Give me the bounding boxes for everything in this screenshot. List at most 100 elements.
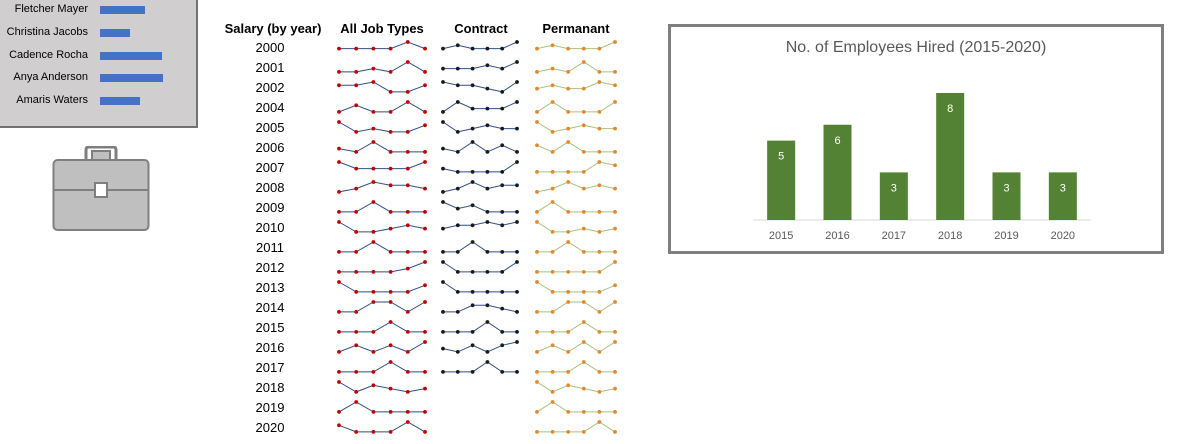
sparkline-point (597, 250, 602, 254)
sparkline-point (455, 206, 460, 211)
sparkline-point (405, 100, 410, 104)
sparkline-point (535, 170, 539, 174)
year-label: 2016 (255, 340, 285, 355)
sparkline-point (388, 166, 393, 171)
year-label: 2018 (255, 380, 285, 395)
sparkline-point (485, 170, 490, 174)
sparkline-point (371, 166, 376, 171)
sparkline-point (470, 106, 475, 111)
sparkline-point (441, 146, 445, 151)
sparkline-point (500, 126, 505, 131)
sparkline-point (581, 123, 586, 128)
year-label: 2007 (255, 160, 285, 175)
sparkline-point (550, 43, 555, 48)
sparkline-point (535, 210, 539, 214)
employee-bar (100, 74, 163, 83)
sparkline-point (550, 130, 555, 134)
chart-plot: 5 2015 6 2016 3 2017 8 2018 3 2019 3 2020 (753, 93, 1091, 242)
sparkline-point (455, 223, 460, 228)
sparkline-contract (441, 180, 519, 194)
sparkline-point (535, 430, 539, 434)
sparkline-all (337, 360, 427, 374)
year-label: 2010 (255, 220, 285, 235)
sparkline-point (485, 86, 490, 91)
sparkline-all (337, 240, 427, 254)
sparkline-point (500, 143, 505, 148)
sparkline-point (597, 210, 602, 214)
sparkline-point (485, 270, 490, 274)
sparkline-point (535, 86, 539, 91)
sparkline-point (500, 210, 505, 214)
sparkline-point (550, 400, 555, 404)
sparkline-point (354, 343, 359, 348)
sparkline-point (613, 430, 617, 434)
sparkline-point (535, 380, 539, 384)
sparkline-point (388, 290, 393, 294)
employee-name: Cadence Rocha (9, 48, 88, 61)
x-tick-label: 2016 (825, 230, 849, 242)
year-label: 2014 (255, 300, 285, 315)
sparkline-point (613, 186, 617, 191)
employee-row: Christina Jacobs (0, 23, 196, 43)
sparkline-all (337, 120, 427, 134)
sparkline-point (354, 70, 359, 74)
sparkline-point (388, 320, 393, 324)
sparkline-point (405, 166, 410, 171)
sparkline-point (581, 60, 586, 64)
sparkline-point (354, 210, 359, 214)
sparkline-point (535, 70, 539, 74)
sparkline-contract (441, 320, 519, 334)
sparkline-point (405, 266, 410, 271)
x-tick-label: 2018 (938, 230, 962, 242)
bar (879, 172, 908, 220)
sparkline-point (566, 383, 571, 388)
sparkline-point (470, 66, 475, 71)
sparkline-point (535, 310, 539, 314)
sparkline-point (500, 106, 505, 111)
sparkline-point (337, 423, 341, 428)
sparkline-permanent (535, 340, 617, 354)
employee-bar (100, 28, 130, 37)
sparkline-point (388, 70, 393, 74)
sparkline-point (535, 220, 539, 224)
sparkline-point (535, 330, 539, 334)
sparkline-point (500, 370, 505, 374)
year-label: 2015 (255, 320, 285, 335)
employee-bar (100, 6, 145, 14)
sparkline-all (337, 420, 427, 434)
x-tick-label: 2019 (994, 230, 1018, 242)
sparkline-point (515, 250, 519, 254)
sparkline-point (423, 70, 427, 74)
sparkline-permanent (535, 280, 617, 294)
sparkline-point (441, 370, 445, 374)
sparkline-point (470, 46, 475, 51)
sparkline-point (455, 290, 460, 294)
sparkline-contract (441, 340, 519, 354)
sparkline-point (550, 150, 555, 154)
bar (992, 172, 1021, 220)
sparkline-point (470, 290, 475, 294)
sparkline-point (423, 340, 427, 344)
sparkline-point (550, 66, 555, 71)
sparkline-point (423, 260, 427, 264)
sparkline-point (371, 66, 376, 71)
header-all-job-types: All Job Types (340, 21, 424, 36)
employee-bar (100, 97, 140, 106)
sparkline-point (515, 100, 519, 104)
sparkline-point (581, 300, 586, 304)
sparkline-point (371, 80, 376, 84)
bar-value-label: 3 (891, 182, 897, 194)
sparkline-point (566, 70, 571, 74)
sparkline-point (470, 240, 475, 244)
sparkline-point (423, 386, 427, 391)
sparkline-point (550, 100, 555, 104)
sparkline-point (485, 220, 490, 224)
sparkline-point (613, 260, 617, 264)
sparkline-point (613, 330, 617, 334)
sparkline-point (613, 300, 617, 304)
sparkline-point (515, 290, 519, 294)
sparkline-point (581, 150, 586, 154)
sparkline-point (423, 330, 427, 334)
bar (767, 140, 796, 220)
sparkline-point (485, 320, 490, 324)
